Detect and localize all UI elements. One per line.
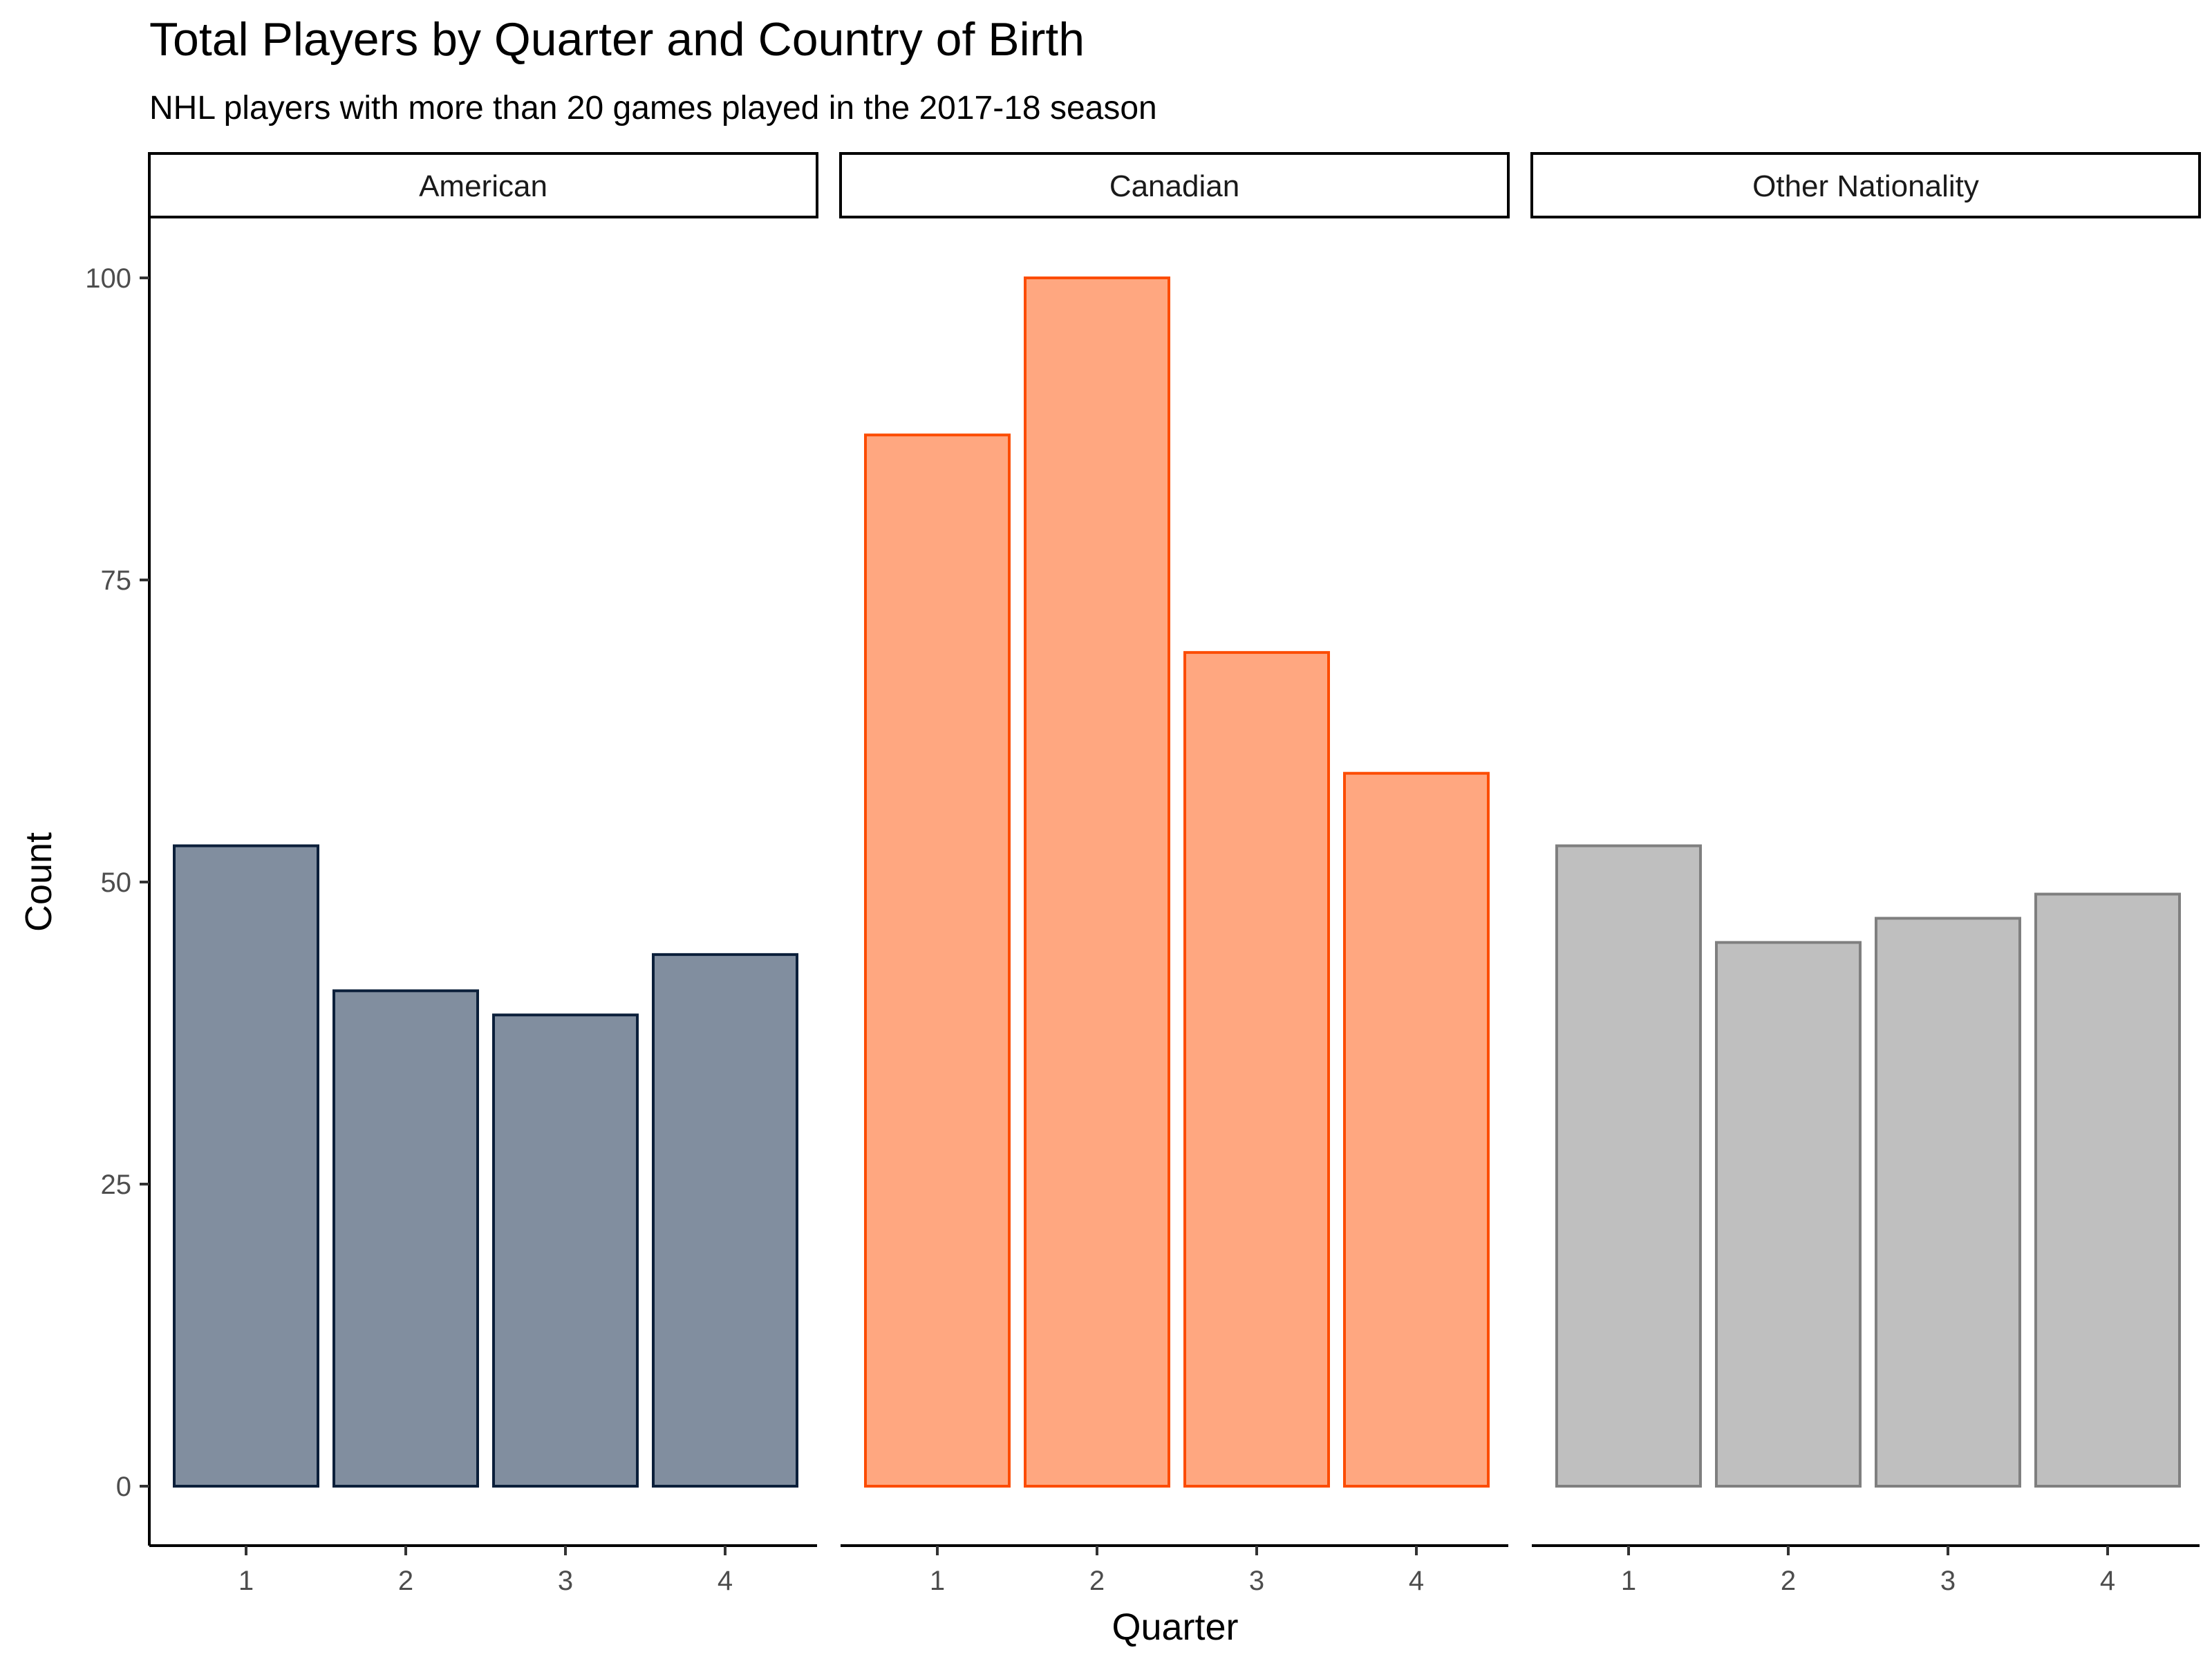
- bar: [652, 953, 798, 1488]
- bar: [1024, 276, 1170, 1488]
- bar: [492, 1013, 639, 1488]
- bar: [1343, 771, 1490, 1488]
- y-tick-label: 100: [85, 263, 131, 294]
- x-tick-label: 4: [2100, 1566, 2115, 1596]
- chart-title: Total Players by Quarter and Country of …: [149, 13, 1085, 66]
- x-tick-label: 3: [1249, 1566, 1264, 1596]
- x-tick-label: 1: [1621, 1566, 1636, 1596]
- x-tick-label: 2: [398, 1566, 413, 1596]
- x-tick-label: 1: [930, 1566, 945, 1596]
- bar: [1183, 650, 1330, 1488]
- facet-strip: [148, 152, 818, 218]
- facet-panel: Canadian 1 2 3 4: [839, 152, 1510, 1596]
- y-tick-label: 25: [101, 1170, 132, 1200]
- bar: [2034, 892, 2181, 1488]
- x-tick-label: 2: [1089, 1566, 1105, 1596]
- x-tick-label: 1: [238, 1566, 254, 1596]
- bar: [1875, 917, 2021, 1488]
- x-tick-label: 4: [718, 1566, 733, 1596]
- y-axis-title: Count: [18, 832, 59, 932]
- x-tick-label: 3: [558, 1566, 573, 1596]
- bar: [332, 989, 479, 1488]
- bar: [864, 433, 1011, 1488]
- facet-strip-label: Other Nationality: [1752, 169, 1979, 203]
- y-tick-label: 50: [101, 868, 132, 898]
- facet-strip-label: American: [419, 169, 547, 203]
- x-axis-title: Quarter: [1112, 1606, 1238, 1648]
- chart-subtitle: NHL players with more than 20 games play…: [149, 90, 1157, 126]
- y-axis: 0 25 50 75 100: [85, 217, 151, 1546]
- bar: [1715, 941, 1862, 1488]
- x-tick-label: 3: [1940, 1566, 1956, 1596]
- bar: [1555, 844, 1702, 1488]
- x-tick-label: 4: [1409, 1566, 1424, 1596]
- facet-strip: [839, 152, 1510, 218]
- facet-strip-label: Canadian: [1109, 169, 1239, 203]
- y-tick-label: 0: [116, 1472, 131, 1502]
- y-tick-label: 75: [101, 565, 132, 596]
- x-tick-label: 2: [1781, 1566, 1796, 1596]
- facet-strip: [1530, 152, 2201, 218]
- bar: [173, 844, 319, 1488]
- facet-panel: Other Nationality 1 2 3 4: [1530, 152, 2201, 1596]
- facet-panel: American 1 2 3 4: [148, 152, 818, 1596]
